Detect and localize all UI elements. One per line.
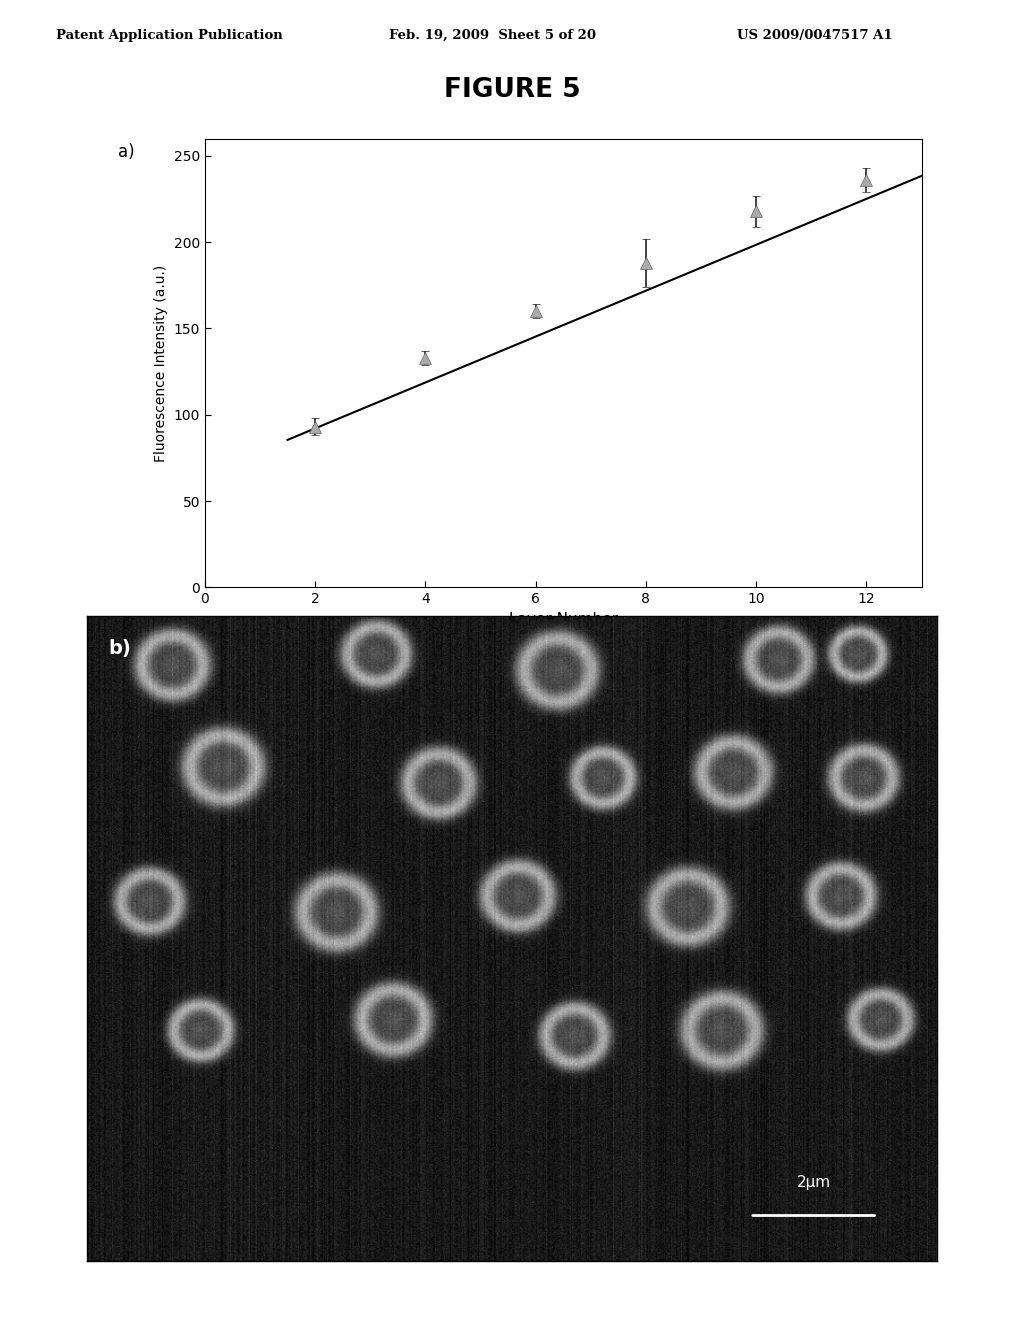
Y-axis label: Fluorescence Intensity (a.u.): Fluorescence Intensity (a.u.) bbox=[154, 264, 168, 462]
Text: FIGURE 5: FIGURE 5 bbox=[443, 77, 581, 103]
Text: Feb. 19, 2009  Sheet 5 of 20: Feb. 19, 2009 Sheet 5 of 20 bbox=[389, 29, 596, 42]
X-axis label: Layer Number: Layer Number bbox=[509, 611, 617, 627]
Text: 2μm: 2μm bbox=[797, 1175, 830, 1189]
Text: US 2009/0047517 A1: US 2009/0047517 A1 bbox=[737, 29, 893, 42]
Text: a): a) bbox=[118, 143, 134, 161]
Text: Patent Application Publication: Patent Application Publication bbox=[56, 29, 283, 42]
Text: b): b) bbox=[109, 639, 131, 657]
